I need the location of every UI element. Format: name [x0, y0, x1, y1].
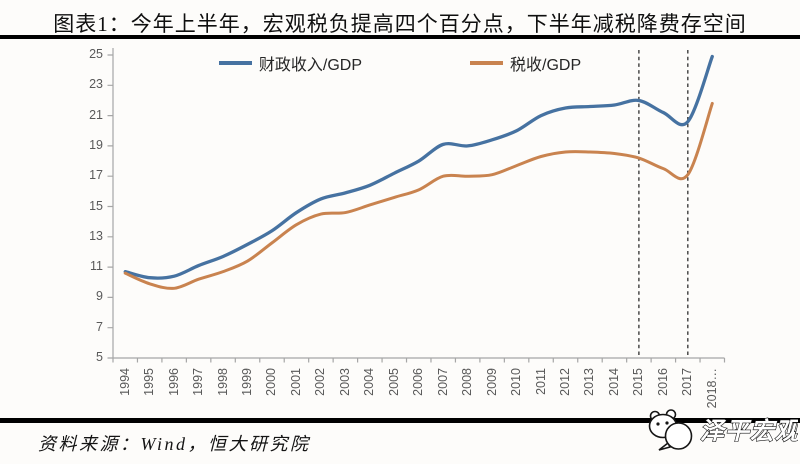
y-tick-label: 9	[96, 289, 103, 304]
x-tick-label: 2002	[313, 368, 328, 396]
x-tick-label: 2009	[484, 368, 499, 396]
axis-lines	[112, 48, 725, 359]
legend-line-swatch	[218, 61, 252, 65]
y-tick-label: 17	[89, 168, 103, 183]
series-line-fiscal-revenue-gdp	[123, 54, 714, 280]
legend-item-tax-gdp: 税收/GDP	[470, 51, 581, 75]
x-tick-label: 2006	[411, 368, 426, 396]
x-tick-label: 2007	[435, 368, 450, 396]
legend-label: 财政收入/GDP	[258, 57, 362, 74]
y-tick-label: 21	[89, 107, 103, 122]
y-tick-label: 23	[89, 77, 103, 92]
x-tick-label: 2014	[606, 368, 621, 396]
x-tick-label: 2003	[337, 368, 352, 396]
legend-label: 税收/GDP	[510, 57, 582, 74]
chart-title: 图表1：今年上半年，宏观税负提高四个百分点，下半年减税降费存空间	[53, 12, 747, 36]
brand-logo: 泽平宏观	[646, 402, 798, 460]
x-tick-label: 1995	[142, 368, 157, 396]
x-tick-label: 2011	[533, 368, 548, 395]
legend-line-swatch	[470, 61, 503, 65]
source-note: 资料来源：Wind，恒大研究院	[38, 434, 311, 454]
axis-ticks	[107, 54, 726, 363]
y-tick-label: 15	[89, 198, 103, 213]
x-tick-label: 1994	[117, 368, 132, 396]
x-tick-label: 2015	[631, 368, 646, 396]
x-tick-label: 2005	[386, 368, 401, 396]
x-tick-label: 1998	[215, 368, 230, 396]
x-tick-label: 2004	[362, 368, 377, 396]
x-tick-label: 2000	[264, 368, 279, 396]
x-tick-label: 2012	[558, 368, 572, 396]
y-tick-label: 13	[89, 228, 103, 243]
x-tick-label: 1999	[240, 368, 255, 396]
y-tick-label: 7	[96, 319, 103, 334]
y-tick-label: 11	[90, 259, 103, 274]
y-tick-label: 5	[96, 350, 103, 364]
series-line-tax-gdp	[123, 101, 714, 290]
x-tick-label: 1996	[166, 368, 181, 396]
panda-chat-icon	[648, 409, 693, 451]
x-tick-label: 1997	[191, 368, 206, 396]
x-tick-label: 2010	[509, 368, 524, 396]
x-tick-label: 2001	[288, 368, 303, 396]
brand-name-lockup: 泽平宏观	[699, 417, 798, 445]
x-tick-label: 2008	[460, 368, 475, 396]
brand-name: 泽平宏观	[700, 418, 798, 445]
y-tick-label: 19	[89, 137, 103, 152]
title-divider	[0, 35, 800, 39]
y-tick-label: 25	[89, 47, 103, 61]
legend-item-fiscal-revenue-gdp: 财政收入/GDP	[218, 51, 362, 75]
x-tick-label: 2013	[582, 368, 597, 396]
chart-legend: 财政收入/GDP 税收/GDP	[0, 51, 800, 75]
footer-divider	[0, 418, 800, 423]
